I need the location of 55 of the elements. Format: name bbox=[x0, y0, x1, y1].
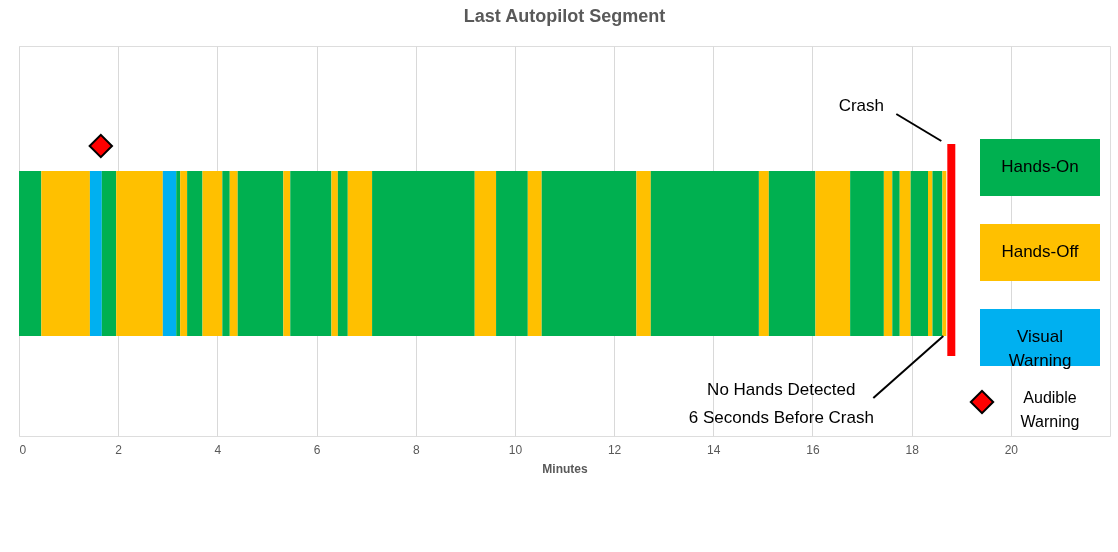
bar bbox=[758, 171, 769, 336]
bar bbox=[347, 171, 373, 336]
bar bbox=[202, 171, 223, 336]
text: Hands-Off bbox=[1001, 242, 1079, 261]
bar bbox=[372, 171, 475, 336]
bar bbox=[229, 171, 238, 336]
bar bbox=[527, 171, 542, 336]
bar bbox=[237, 171, 284, 336]
bar bbox=[636, 171, 651, 336]
bar bbox=[337, 171, 348, 336]
annotation: No Hands Detected 6 Seconds Before Crash bbox=[688, 380, 874, 427]
bar bbox=[290, 171, 332, 336]
x-axis-title: Minutes bbox=[542, 461, 588, 476]
bar bbox=[101, 171, 117, 336]
chart-title: Last Autopilot Segment bbox=[463, 6, 666, 26]
x-tick-label: 12 bbox=[607, 442, 622, 457]
bar bbox=[932, 171, 943, 336]
bar bbox=[474, 171, 497, 336]
x-tick-label: 14 bbox=[707, 442, 721, 457]
bar bbox=[942, 171, 947, 336]
bar bbox=[910, 171, 928, 336]
bar bbox=[187, 171, 203, 336]
bar bbox=[89, 171, 102, 336]
text: Visual Warning bbox=[1008, 327, 1072, 370]
x-tick-label: 18 bbox=[905, 442, 920, 457]
bar bbox=[222, 171, 230, 336]
legend-label: Audible Warning bbox=[1020, 389, 1080, 430]
x-tick-label: 20 bbox=[1004, 442, 1019, 457]
x-tick-label: 0 bbox=[19, 442, 27, 457]
bar bbox=[541, 171, 637, 336]
bar bbox=[928, 171, 933, 336]
bar bbox=[496, 171, 528, 336]
x-tick-label: 10 bbox=[508, 442, 523, 457]
bar bbox=[815, 171, 851, 336]
bar bbox=[116, 171, 163, 336]
text: Hands-On bbox=[1001, 157, 1079, 176]
bar bbox=[180, 171, 188, 336]
bar bbox=[850, 171, 884, 336]
x-tick-label: 2 bbox=[115, 442, 123, 457]
bar bbox=[650, 171, 759, 336]
bar bbox=[768, 171, 816, 336]
bar bbox=[176, 171, 181, 336]
bar bbox=[331, 171, 338, 336]
x-tick-label: 4 bbox=[214, 442, 222, 457]
bar bbox=[41, 171, 90, 336]
bar bbox=[162, 171, 177, 336]
x-tick-label: 6 bbox=[313, 442, 321, 457]
x-tick-label: 16 bbox=[806, 442, 820, 457]
bar bbox=[892, 171, 900, 336]
ref-line-label: Crash bbox=[838, 96, 884, 115]
bar bbox=[19, 171, 42, 336]
bar bbox=[283, 171, 291, 336]
bar bbox=[899, 171, 911, 336]
x-tick-label: 8 bbox=[412, 442, 420, 457]
bar bbox=[883, 171, 893, 336]
